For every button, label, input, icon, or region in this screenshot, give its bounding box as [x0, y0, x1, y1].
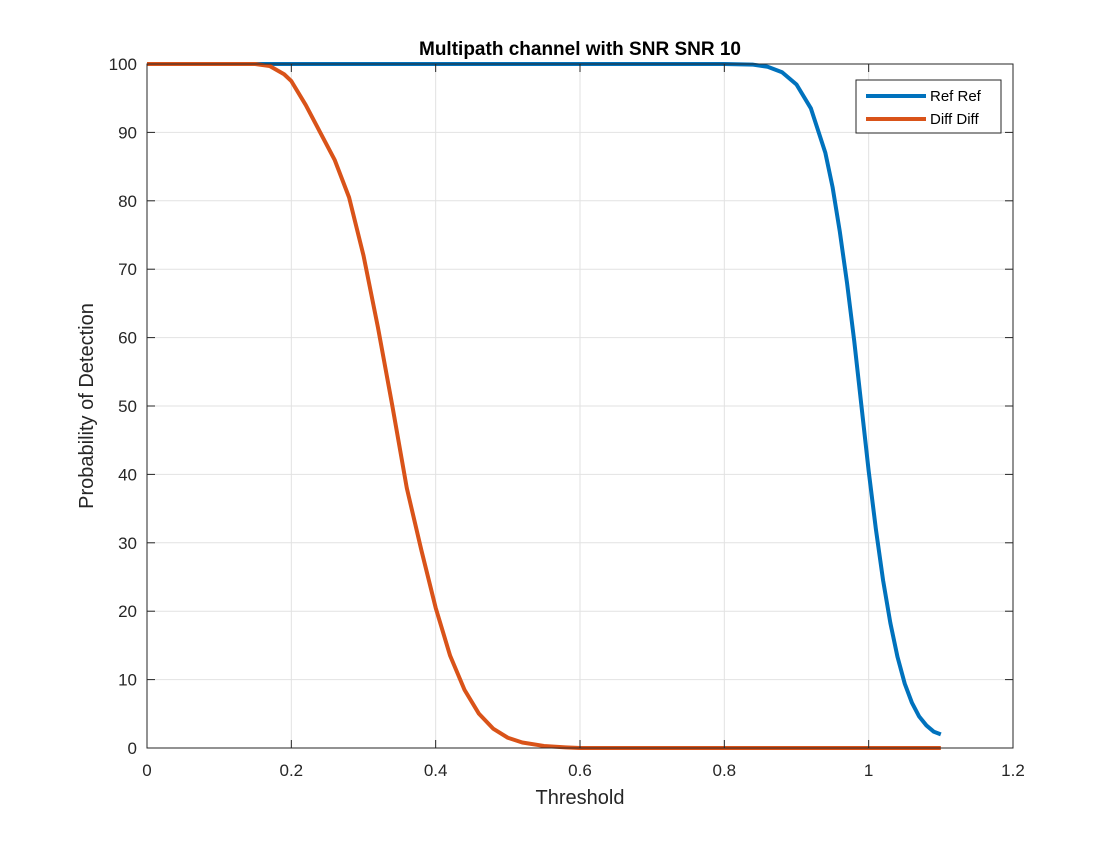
- y-tick-label: 50: [118, 397, 137, 416]
- x-tick-label: 1.2: [1001, 761, 1025, 780]
- y-tick-label: 20: [118, 602, 137, 621]
- x-tick-label: 0.6: [568, 761, 592, 780]
- y-axis-label: Probability of Detection: [76, 303, 98, 509]
- legend-label-ref: Ref Ref: [930, 88, 982, 105]
- y-tick-label: 30: [118, 534, 137, 553]
- y-tick-label: 0: [128, 739, 137, 758]
- x-axis-label: Threshold: [536, 787, 625, 809]
- y-tick-label: 80: [118, 192, 137, 211]
- y-tick-label: 70: [118, 260, 137, 279]
- y-tick-label: 40: [118, 465, 137, 484]
- chart-title: Multipath channel with SNR SNR 10: [419, 39, 741, 60]
- y-tick-label: 60: [118, 329, 137, 348]
- legend-label-diff: Diff Diff: [930, 111, 979, 128]
- y-tick-label: 100: [109, 55, 137, 74]
- y-tick-label: 10: [118, 671, 137, 690]
- x-tick-label: 0: [142, 761, 151, 780]
- axis-ticks: 0 0.2 0.4 0.6 0.8 1 1.2 0 10 20 30 40 50 60 70 80 90 100: [109, 55, 1025, 780]
- legend: Ref Ref Diff Diff: [855, 79, 1002, 134]
- x-tick-label: 0.4: [424, 761, 448, 780]
- legend-box: [855, 79, 1002, 134]
- x-tick-label: 0.8: [713, 761, 737, 780]
- y-tick-label: 90: [118, 123, 137, 142]
- x-tick-label: 1: [864, 761, 873, 780]
- x-tick-label: 0.2: [280, 761, 304, 780]
